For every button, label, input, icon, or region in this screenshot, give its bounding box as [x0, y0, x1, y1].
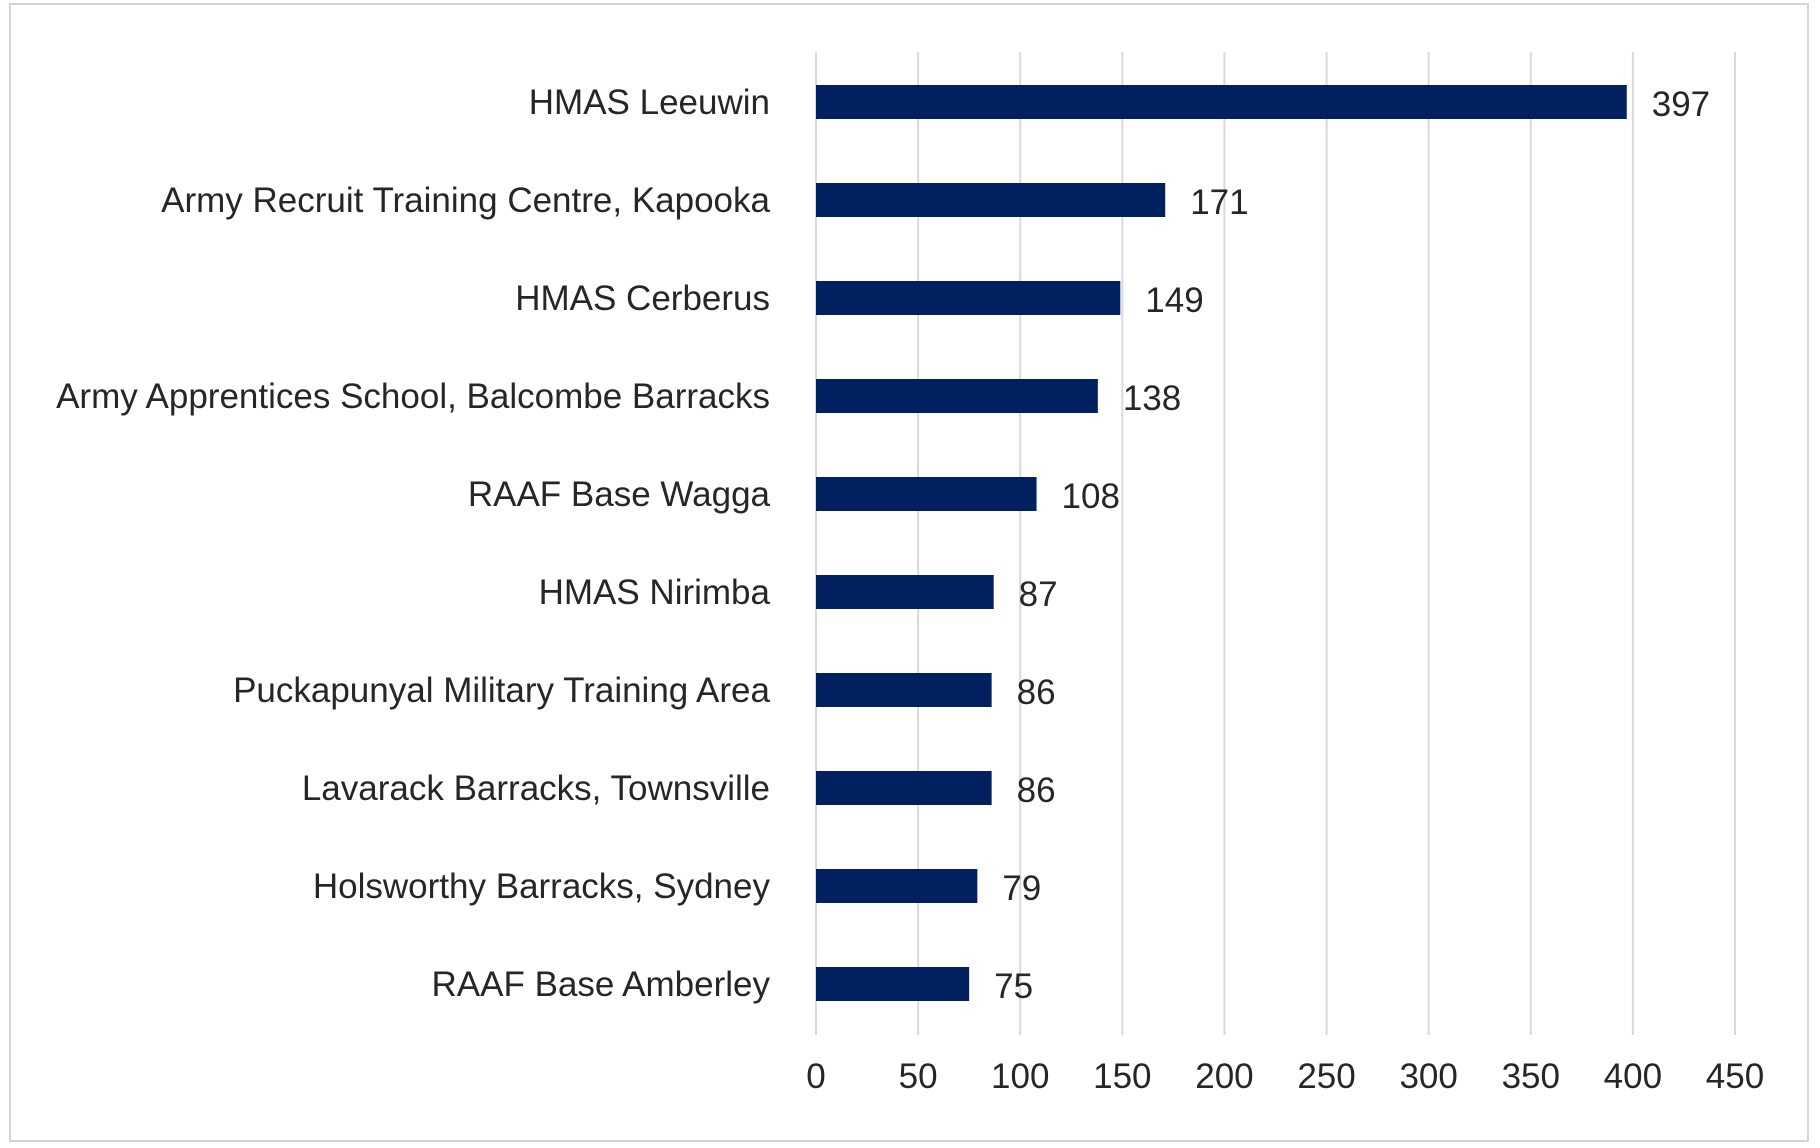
- data-label-9: 75: [994, 967, 1033, 1006]
- bar-2: [816, 281, 1121, 315]
- bar-6: [816, 673, 992, 707]
- bar-0: [816, 85, 1627, 119]
- category-label-6: Puckapunyal Military Training Area: [233, 671, 770, 710]
- x-tick-label-150: 150: [1093, 1057, 1151, 1096]
- category-label-4: RAAF Base Wagga: [468, 475, 771, 514]
- data-label-1: 171: [1190, 183, 1248, 222]
- x-tick-label-100: 100: [991, 1057, 1049, 1096]
- x-tick-label-300: 300: [1399, 1057, 1457, 1096]
- bar-8: [816, 869, 978, 903]
- bar-5: [816, 575, 994, 609]
- x-tick-label-0: 0: [806, 1057, 825, 1096]
- category-label-7: Lavarack Barracks, Townsville: [302, 769, 770, 808]
- category-label-5: HMAS Nirimba: [539, 573, 771, 612]
- category-labels: HMAS Leeuwin Army Recruit Training Centre…: [56, 83, 770, 1004]
- data-label-8: 79: [1002, 869, 1041, 908]
- category-label-1: Army Recruit Training Centre, Kapooka: [161, 181, 770, 220]
- x-tick-label-450: 450: [1706, 1057, 1764, 1096]
- data-label-6: 86: [1017, 673, 1056, 712]
- bar-3: [816, 379, 1098, 413]
- x-tick-label-250: 250: [1297, 1057, 1355, 1096]
- data-label-0: 397: [1652, 85, 1710, 124]
- data-label-2: 149: [1145, 281, 1203, 320]
- x-axis-tick-labels: 0 50 100 150 200 250 300 350 400 450: [806, 1057, 1764, 1096]
- data-label-7: 86: [1017, 771, 1056, 810]
- category-label-0: HMAS Leeuwin: [529, 83, 770, 122]
- data-label-5: 87: [1019, 575, 1058, 614]
- x-tick-label-350: 350: [1502, 1057, 1560, 1096]
- bar-9: [816, 967, 970, 1001]
- category-label-3: Army Apprentices School, Balcombe Barrac…: [56, 377, 770, 416]
- data-label-4: 108: [1062, 477, 1120, 516]
- x-tick-label-200: 200: [1195, 1057, 1253, 1096]
- x-tick-label-50: 50: [899, 1057, 938, 1096]
- category-label-9: RAAF Base Amberley: [432, 965, 771, 1004]
- bars: [816, 85, 1627, 1001]
- bar-1: [816, 183, 1166, 217]
- data-labels: 397 171 149 138 108 87 86 86 79 75: [994, 85, 1710, 1006]
- category-label-2: HMAS Cerberus: [515, 279, 770, 318]
- category-label-8: Holsworthy Barracks, Sydney: [313, 867, 771, 906]
- data-label-3: 138: [1123, 379, 1181, 418]
- bar-4: [816, 477, 1037, 511]
- x-tick-label-400: 400: [1604, 1057, 1662, 1096]
- bar-7: [816, 771, 992, 805]
